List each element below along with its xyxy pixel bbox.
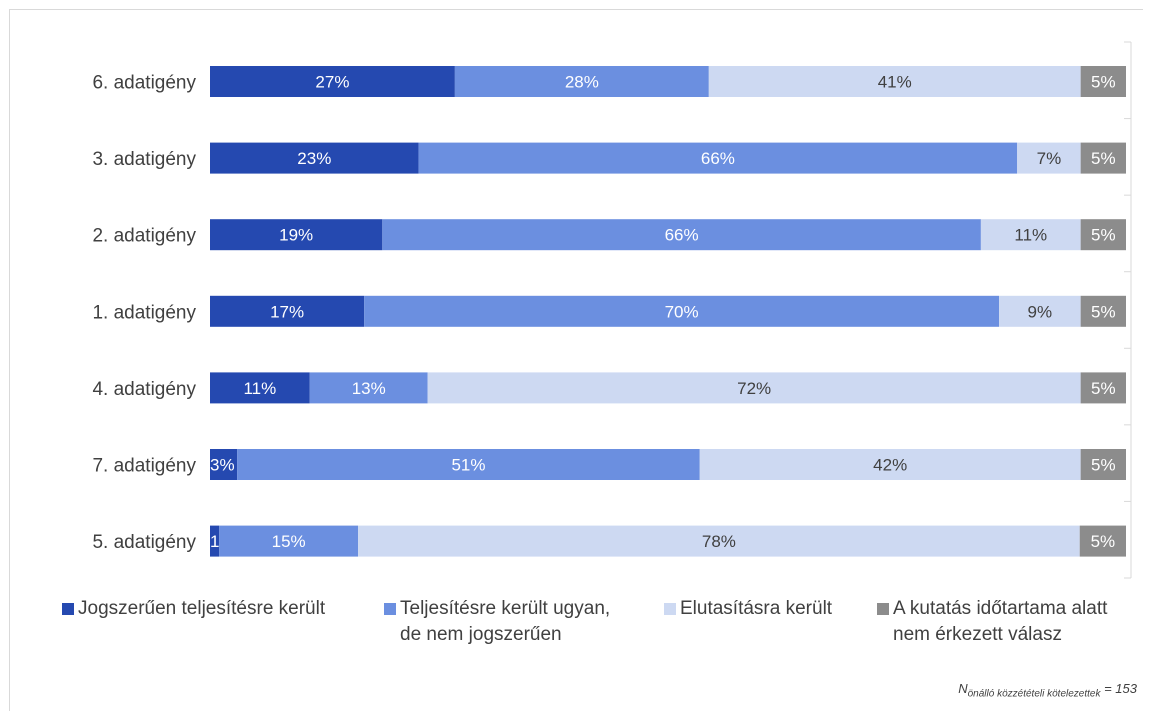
- bar-segment: [454, 66, 709, 97]
- legend-swatch: [877, 603, 889, 615]
- bar-segment: [980, 219, 1081, 251]
- bar-segment: [708, 66, 1081, 97]
- footnote-value: = 153: [1100, 681, 1137, 696]
- bar-segment: [1080, 372, 1126, 404]
- bar-segment: [1080, 449, 1126, 480]
- bar-segment: [1080, 219, 1126, 251]
- legend-item-jogszeruen: Jogszerűen teljesítésre került: [62, 596, 325, 622]
- footnote-n: N: [958, 681, 968, 696]
- data-label: 5%: [1091, 149, 1116, 168]
- bar-segment: [309, 372, 428, 404]
- data-label: 66%: [701, 149, 735, 168]
- data-label: 27%: [315, 73, 349, 92]
- category-label: 7. adatigény: [92, 456, 196, 477]
- data-label: 3%: [210, 456, 235, 475]
- bar-segment: [210, 219, 383, 251]
- data-label: 15%: [272, 532, 306, 551]
- footnote-subscript: önálló közzétételi kötelezettek: [967, 688, 1101, 700]
- data-label: 5%: [1091, 456, 1116, 475]
- data-label: 9%: [1028, 302, 1053, 321]
- bar-segment: [427, 372, 1081, 404]
- bar-segment: [1079, 525, 1126, 557]
- data-label: 5%: [1091, 532, 1116, 551]
- stacked-bar-chart: 6. adatigény 27% 28% 41% 5% 3. adatigény 23% 66…: [92, 41, 1132, 579]
- legend-item-nem-erkezett: A kutatás időtartama alatt nem érkezett v…: [877, 596, 1107, 648]
- category-label: 1. adatigény: [92, 302, 196, 323]
- bar-segment: [210, 295, 365, 327]
- category-label: 4. adatigény: [92, 379, 196, 400]
- data-label: 11%: [1014, 226, 1047, 245]
- bar-segment: [999, 295, 1081, 327]
- data-label: 78%: [702, 532, 736, 551]
- bar-segment: [210, 66, 455, 97]
- data-label: 5%: [1091, 302, 1116, 321]
- bar-segment: [210, 372, 310, 404]
- data-label: 42%: [873, 456, 907, 475]
- legend-label-line2: nem érkezett válasz: [893, 624, 1062, 645]
- data-label: 19%: [279, 226, 313, 245]
- category-label: 5. adatigény: [92, 532, 196, 553]
- data-label: 5%: [1091, 226, 1116, 245]
- legend: Jogszerűen teljesítésre került Teljesíté…: [0, 596, 1149, 676]
- legend-label: Teljesítésre került ugyan,: [400, 598, 611, 619]
- category-label: 2. adatigény: [92, 226, 196, 247]
- category-label: 3. adatigény: [92, 149, 196, 170]
- data-label: 13%: [352, 379, 386, 398]
- data-label: 28%: [565, 73, 599, 92]
- data-label: 11%: [243, 379, 276, 398]
- bar-segment: [210, 449, 238, 480]
- footnote: Nönálló közzétételi kötelezettek = 153: [958, 681, 1137, 700]
- bar-segment: [1080, 295, 1126, 327]
- legend-swatch: [62, 603, 74, 615]
- data-label: 51%: [451, 456, 485, 475]
- data-label: 17%: [270, 302, 304, 321]
- bar-segment: [699, 449, 1081, 480]
- data-label: 72%: [737, 379, 771, 398]
- chart-frame: [9, 9, 1143, 711]
- legend-label: A kutatás időtartama alatt: [893, 598, 1108, 619]
- legend-label: Elutasításra került: [680, 598, 833, 619]
- legend-swatch: [664, 603, 676, 615]
- legend-label: Jogszerűen teljesítésre került: [78, 598, 326, 619]
- category-label: 6. adatigény: [92, 73, 196, 94]
- bar-segment: [237, 449, 700, 480]
- data-label: 41%: [878, 73, 912, 92]
- legend-label-line2: de nem jogszerűen: [400, 624, 562, 645]
- bar-segment: [364, 295, 1000, 327]
- legend-swatch: [384, 603, 396, 615]
- data-label: 70%: [665, 302, 699, 321]
- data-label: 66%: [665, 226, 699, 245]
- bar-segment: [1017, 142, 1081, 174]
- legend-item-elutasitas: Elutasításra került: [664, 596, 832, 622]
- bar-segment: [210, 525, 220, 557]
- legend-item-nem-jogszeruen: Teljesítésre került ugyan, de nem jogszer…: [384, 596, 610, 648]
- bar-segment: [1080, 66, 1126, 97]
- bar-segment: [358, 525, 1080, 557]
- data-label: 23%: [297, 149, 331, 168]
- bar-segment: [219, 525, 359, 557]
- bar-segment: [1080, 142, 1126, 174]
- bar-segment: [382, 219, 981, 251]
- data-label: 7%: [1037, 149, 1062, 168]
- bar-segment: [418, 142, 1018, 174]
- bar-segment: [210, 142, 419, 174]
- data-label: 5%: [1091, 379, 1116, 398]
- data-label: 5%: [1091, 73, 1116, 92]
